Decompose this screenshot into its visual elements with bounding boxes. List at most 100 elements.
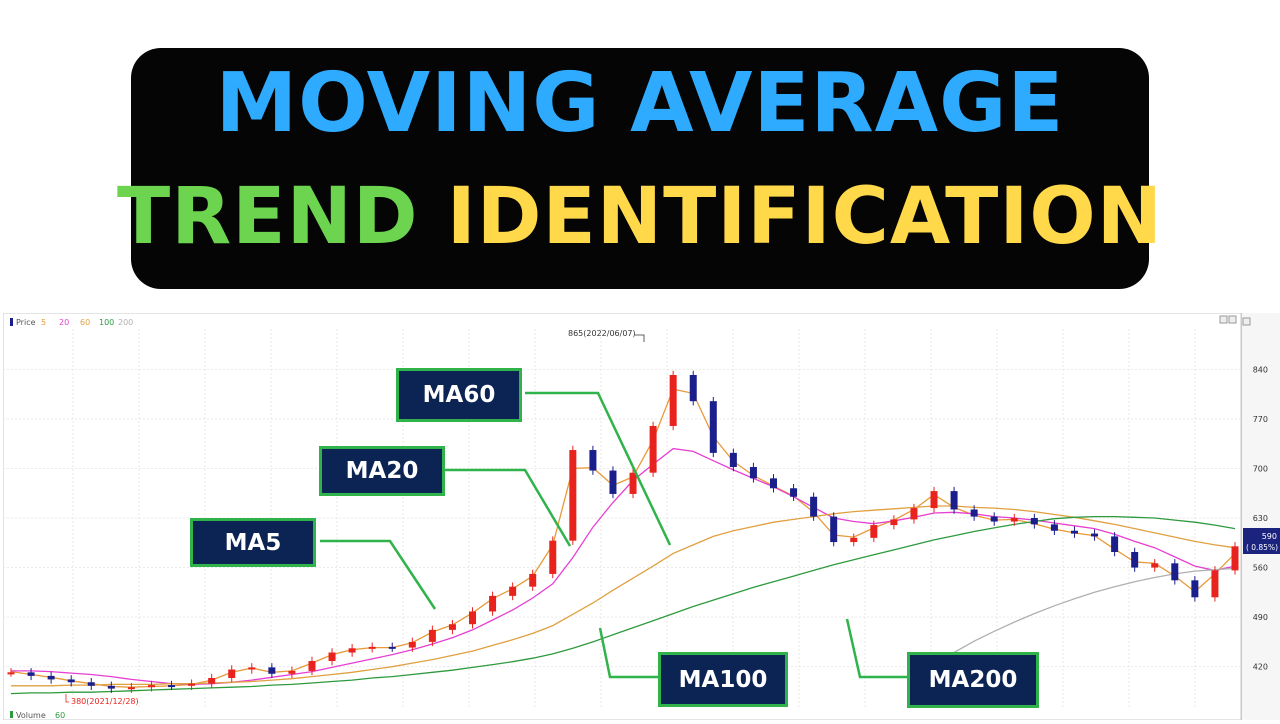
restore-icon[interactable] bbox=[1219, 315, 1228, 324]
chart-frame bbox=[2, 312, 1242, 721]
candle-body bbox=[147, 685, 155, 688]
candle-body bbox=[669, 374, 677, 426]
legend-ma60: 60 bbox=[80, 318, 90, 327]
candle-body bbox=[950, 491, 958, 510]
price-tick-label: 700 bbox=[1253, 464, 1268, 473]
legend-ma200: 200 bbox=[118, 318, 133, 327]
candle-body bbox=[1131, 551, 1139, 568]
label-ma20: MA20 bbox=[319, 446, 445, 496]
candle-body bbox=[388, 646, 396, 649]
candle-body bbox=[27, 672, 35, 676]
legend-volume: Volume bbox=[16, 711, 46, 720]
candle-body bbox=[649, 425, 657, 473]
candle-body bbox=[1211, 570, 1219, 598]
candle-body bbox=[428, 629, 436, 642]
candle-body bbox=[1070, 530, 1078, 534]
candle-body bbox=[930, 491, 938, 509]
candle-body bbox=[970, 509, 978, 517]
candle-body bbox=[990, 516, 998, 522]
candle-body bbox=[368, 646, 376, 649]
label-leader-lines bbox=[320, 391, 910, 679]
chart-legend: Price 5 20 60 100 200 Volume 60 bbox=[10, 318, 133, 720]
candlesticks bbox=[7, 370, 1239, 693]
candle-body bbox=[1171, 563, 1179, 581]
candle-body bbox=[689, 374, 697, 402]
candle-body bbox=[469, 611, 477, 625]
legend-ma20: 20 bbox=[59, 318, 69, 327]
stock-chart: Price 5 20 60 100 200 Volume 60 865(2022… bbox=[2, 312, 1242, 721]
candle-body bbox=[1091, 533, 1099, 537]
price-axis-svg: 840 770 700 630 560 490 420 590 ( 0.85%) bbox=[1236, 317, 1280, 672]
candle-body bbox=[910, 508, 918, 520]
price-tick-label: 630 bbox=[1253, 514, 1268, 523]
legend-volume-ma: 60 bbox=[55, 711, 65, 720]
candle-body bbox=[729, 452, 737, 468]
label-ma200: MA200 bbox=[907, 652, 1039, 708]
candle-body bbox=[248, 667, 256, 670]
price-axis: 840 770 700 630 560 490 420 590 ( 0.85%) bbox=[1236, 313, 1280, 720]
candle-body bbox=[1050, 524, 1058, 531]
title-banner bbox=[131, 48, 1149, 289]
candle-body bbox=[810, 496, 818, 517]
leader-ma200 bbox=[845, 618, 910, 679]
price-tick-label: 560 bbox=[1253, 564, 1268, 573]
leader-ma100 bbox=[598, 627, 660, 679]
candle-body bbox=[489, 595, 497, 612]
current-price-value: 590 bbox=[1262, 532, 1277, 541]
current-price-tag bbox=[1243, 528, 1280, 554]
leader-ma20 bbox=[445, 468, 572, 547]
chart-svg: Price 5 20 60 100 200 Volume 60 865(2022… bbox=[2, 312, 1242, 721]
legend-price-swatch bbox=[10, 318, 13, 326]
candle-body bbox=[288, 670, 296, 674]
candle-body bbox=[47, 675, 55, 680]
candle-body bbox=[1030, 518, 1038, 525]
title-word-identification: IDENTIFICATION bbox=[446, 172, 1163, 262]
candle-body bbox=[890, 519, 898, 526]
candle-body bbox=[168, 685, 176, 688]
candle-body bbox=[1111, 536, 1119, 552]
candle-body bbox=[188, 683, 196, 686]
current-price-change: ( 0.85%) bbox=[1246, 543, 1278, 552]
candle-body bbox=[107, 685, 115, 689]
chart-annotations: 865(2022/06/07) 380(2021/12/28) bbox=[65, 329, 645, 706]
annotation-high: 865(2022/06/07) bbox=[568, 329, 636, 338]
candle-body bbox=[569, 450, 577, 541]
title-line-2: TREND IDENTIFICATION bbox=[0, 172, 1280, 262]
title-line-1: MOVING AVERAGE bbox=[215, 56, 1065, 151]
candle-body bbox=[268, 667, 276, 674]
price-tick-label: 770 bbox=[1253, 415, 1268, 424]
leader-ma5 bbox=[320, 539, 437, 610]
window-controls bbox=[1219, 315, 1237, 324]
candle-body bbox=[529, 573, 537, 587]
candle-body bbox=[328, 652, 336, 662]
axis-close-icon[interactable] bbox=[1242, 317, 1251, 326]
annotation-low-pointer bbox=[65, 694, 69, 703]
candle-body bbox=[87, 682, 95, 686]
candle-body bbox=[709, 401, 717, 453]
candle-body bbox=[1151, 563, 1159, 568]
candle-body bbox=[870, 525, 878, 538]
candle-body bbox=[1231, 546, 1239, 571]
price-tick-label: 840 bbox=[1253, 365, 1268, 374]
candle-body bbox=[769, 478, 777, 489]
legend-ma5: 5 bbox=[41, 318, 46, 327]
candle-body bbox=[790, 488, 798, 497]
candle-body bbox=[1191, 580, 1199, 598]
candle-body bbox=[7, 672, 15, 675]
ma-line-200 bbox=[933, 567, 1236, 663]
candle-body bbox=[749, 467, 757, 479]
candle-body bbox=[308, 661, 316, 671]
price-tick-label: 420 bbox=[1253, 663, 1268, 672]
label-ma100: MA100 bbox=[658, 652, 788, 707]
candle-body bbox=[348, 648, 356, 653]
candle-body bbox=[549, 540, 557, 574]
candle-body bbox=[629, 472, 637, 494]
candle-body bbox=[609, 470, 617, 494]
price-tick-label: 490 bbox=[1253, 613, 1268, 622]
candle-body bbox=[127, 687, 135, 690]
leader-ma60 bbox=[525, 391, 672, 546]
annotation-low: 380(2021/12/28) bbox=[71, 697, 139, 706]
candle-body bbox=[228, 669, 236, 679]
price-tick-labels: 840 770 700 630 560 490 420 bbox=[1253, 365, 1268, 671]
close-icon[interactable] bbox=[1228, 315, 1237, 324]
